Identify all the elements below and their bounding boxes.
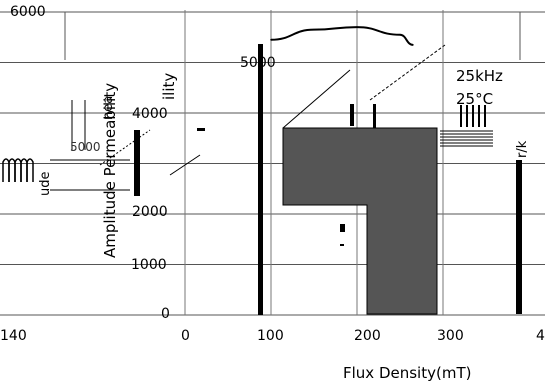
x-tick-label-0: 0: [181, 328, 190, 344]
hatch-tick-1: [466, 105, 468, 127]
marker-coil: [350, 104, 354, 126]
x-tick-label-200: 200: [354, 328, 381, 344]
marker-small-2: [340, 244, 344, 246]
x-tick-label-fragment-140: 140: [0, 328, 27, 344]
loop-glyph-2: [14, 158, 22, 182]
series-0-point-3: [399, 33, 401, 36]
y-tick-label-1000: 1000: [131, 257, 167, 273]
y-tick-label-5000-inner: 5000: [240, 55, 276, 71]
hatch-tick-2: [472, 105, 474, 127]
overlay-axis-text-ility: ility: [160, 72, 178, 100]
grid-lines: [0, 10, 545, 316]
series-layer: [270, 26, 414, 46]
loop-glyph-0: [2, 158, 10, 182]
chart-decoration: [2, 44, 522, 315]
x-tick-label-100: 100: [257, 328, 284, 344]
overlay-axis-text-nea: nea: [101, 95, 116, 120]
dark-region-block: [282, 127, 438, 315]
y-tick-label-6000: 6000: [10, 4, 46, 20]
x-tick-label-fragment-4: 4: [536, 328, 545, 344]
y-tick-label-0: 0: [161, 306, 170, 322]
vertical-bar-mid: [134, 130, 140, 196]
vertical-bar-left: [258, 44, 263, 315]
x-tick-label-300: 300: [437, 328, 464, 344]
frequency-annotation: 25kHz: [456, 67, 503, 85]
overlay-tick-5000: 5000: [70, 140, 101, 154]
x-axis-label: Flux Density(mT): [343, 364, 472, 382]
temperature-annotation: 25°C: [456, 90, 494, 108]
series-0-point-4: [412, 44, 414, 46]
marker-bar-top: [373, 104, 376, 128]
overlay-axis-text-ude: ude: [38, 171, 53, 197]
loop-glyph-4: [26, 158, 34, 182]
diagonal-line-1: [282, 69, 351, 129]
marker-small-1: [340, 224, 345, 232]
hatch-tick-4: [484, 105, 486, 127]
y-tick-label-4000-inner: 4000: [132, 106, 168, 122]
hatch-tick-0: [460, 105, 462, 127]
diagonal-line-3: [169, 154, 201, 176]
series-0-point-1: [313, 28, 315, 31]
vertical-bar-right: [516, 160, 522, 314]
series-0-point-0: [270, 38, 272, 41]
loop-glyph-3: [20, 158, 28, 182]
loop-glyph-1: [8, 158, 16, 182]
marker-tiny: [197, 128, 205, 131]
series-0-line: [270, 26, 414, 46]
y-tick-label-2000-inner: 2000: [132, 204, 168, 220]
overlay-axis-text-rk: r/k: [515, 140, 530, 158]
series-0-point-2: [356, 26, 358, 28]
hatch-tick-3: [478, 105, 480, 127]
diagonal-line-2: [369, 44, 446, 101]
